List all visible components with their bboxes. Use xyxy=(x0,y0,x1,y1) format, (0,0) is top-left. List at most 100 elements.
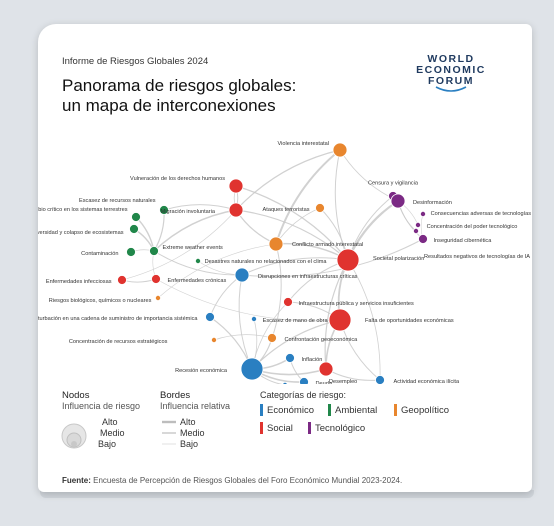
legend-cat-label: Geopolítico xyxy=(401,404,450,416)
source-text: Encuesta de Percepción de Riesgos Global… xyxy=(93,476,403,485)
node-label: Perturbación en una cadena de suministro… xyxy=(38,316,198,322)
social-swatch xyxy=(260,422,263,434)
edge xyxy=(235,209,277,245)
node-label: Inflación xyxy=(302,357,323,363)
legend-edge-widths xyxy=(162,420,176,445)
legend-categories-title: Categorías de riesgo: xyxy=(260,390,347,400)
edge xyxy=(153,209,237,252)
node-label: Confrontación geoeconómica xyxy=(285,337,359,343)
edge xyxy=(235,209,349,261)
edge xyxy=(271,243,282,339)
edge xyxy=(155,278,341,322)
node-label: Ataques terroristas xyxy=(263,207,310,213)
legend-node-bajo: Bajo xyxy=(98,439,117,449)
node-desastres xyxy=(194,257,201,264)
source-label: Fuente: xyxy=(62,476,91,485)
node-inseguridad xyxy=(418,234,428,244)
logo-arc-icon xyxy=(435,86,467,92)
logo-line-1: WORLD xyxy=(427,53,475,65)
node-consecuencias_ia xyxy=(419,210,426,217)
edge xyxy=(334,149,349,261)
legend-node-small xyxy=(71,441,77,447)
node-label: Falta de oportunidades económicas xyxy=(365,318,454,324)
legend-cat-tecnologico: Tecnológico xyxy=(308,422,365,434)
risk-network-map: Violencia interestatal Censura y vigilanc… xyxy=(38,141,532,384)
node-ataques xyxy=(315,203,325,213)
title-line-1: Panorama de riesgos globales: xyxy=(62,76,297,95)
node-label: Desinformación xyxy=(413,200,452,206)
node-label: Desastres naturales no relacionados con … xyxy=(205,259,328,265)
source-note: Fuente: Encuesta de Percepción de Riesgo… xyxy=(62,476,402,485)
ambiental-swatch xyxy=(328,404,331,416)
legend-edges-sub: Influencia relativa xyxy=(160,401,231,411)
node-label: Consecuencias adversas de tecnologías fr… xyxy=(431,211,532,217)
node-contaminacion xyxy=(126,247,136,257)
legend-nodes-sub: Influencia de riesgo xyxy=(62,401,141,411)
legend-nodes: Nodos Influencia de riesgo xyxy=(62,390,140,411)
node-falta_oportunidades xyxy=(328,308,352,332)
legend-cat-label: Económico xyxy=(267,404,314,416)
node-deuda xyxy=(299,377,309,384)
legend-cat-economico: Económico xyxy=(260,404,314,416)
node-enf_infecciosas xyxy=(117,275,127,285)
node-actividad_ilicita xyxy=(375,375,385,384)
node-label: Deuda xyxy=(316,381,333,384)
legend-edge-medio: Medio xyxy=(180,428,205,438)
edge xyxy=(241,238,424,278)
edge xyxy=(241,257,349,276)
legend-nodes-title: Nodos xyxy=(62,390,90,401)
node-label: Censura y vigilancia xyxy=(368,181,419,187)
edge xyxy=(235,149,341,211)
node-vulneracion xyxy=(228,178,244,194)
legend-cat-social: Social xyxy=(260,422,293,434)
node-label: Escasez de recursos naturales xyxy=(79,198,156,204)
legend-node-medio: Medio xyxy=(100,428,125,438)
legend-edges: Bordes Influencia relativa xyxy=(160,390,230,411)
node-label: Concentración de recursos estratégicos xyxy=(69,339,168,345)
node-label: Escasez de mano de obra xyxy=(263,318,329,324)
node-violencia xyxy=(332,142,348,158)
node-desinformacion xyxy=(390,193,406,209)
legend-node-sizes xyxy=(61,423,87,449)
legend-edges-title: Bordes xyxy=(160,390,191,401)
legend-cat-geopolitico: Geopolítico xyxy=(394,404,449,416)
node-label: Migración involuntaria xyxy=(161,209,216,215)
node-recesion xyxy=(240,357,264,381)
node-concentracion_poder xyxy=(414,221,421,228)
title-line-2: un mapa de interconexiones xyxy=(62,96,276,115)
node-label: Contaminación xyxy=(81,251,118,257)
geopolitico-swatch xyxy=(394,404,397,416)
edge xyxy=(346,200,399,261)
edges-layer xyxy=(121,149,424,384)
legend-edge-alto: Alto xyxy=(180,417,196,427)
node-label: Infraestructura pública y servicios insu… xyxy=(299,301,415,307)
page-title: Panorama de riesgos globales: un mapa de… xyxy=(62,76,296,116)
edge xyxy=(347,259,381,381)
node-label: Cambio crítico en los sistemas terrestre… xyxy=(38,207,128,213)
nodes-layer: Violencia interestatal Censura y vigilanc… xyxy=(38,141,532,384)
card-shadow xyxy=(40,490,534,498)
edge xyxy=(157,243,277,299)
edge xyxy=(347,195,394,261)
node-burbujas xyxy=(282,382,288,384)
edge xyxy=(121,278,157,283)
node-conflicto xyxy=(268,236,284,252)
node-label: Pérdida de biodiversidad y colapso de ec… xyxy=(38,230,124,236)
node-perdida_bio xyxy=(129,224,139,234)
node-label: Riesgos biológicos, químicos o nucleares xyxy=(49,298,152,304)
node-label: Actividad económica ilícita xyxy=(394,379,460,384)
wef-logo: WORLD ECONOMIC FORUM xyxy=(408,54,494,93)
legend-cat-ambiental: Ambiental xyxy=(328,404,377,416)
logo-line-3: FORUM xyxy=(428,75,474,87)
legend-edge-bajo: Bajo xyxy=(180,439,199,449)
node-label: Resultados negativos de tecnologías de I… xyxy=(424,254,530,260)
node-label: Enfermedades crónicas xyxy=(168,278,227,284)
edge xyxy=(153,250,243,276)
node-desempleo xyxy=(318,361,334,377)
node-migracion xyxy=(228,202,244,218)
node-label: Recesión económica xyxy=(175,368,228,374)
node-extreme xyxy=(149,246,159,256)
report-name: Informe de Riesgos Globales 2024 xyxy=(62,56,209,67)
node-biologicos xyxy=(155,294,162,301)
node-concentracion_rec xyxy=(210,336,217,343)
